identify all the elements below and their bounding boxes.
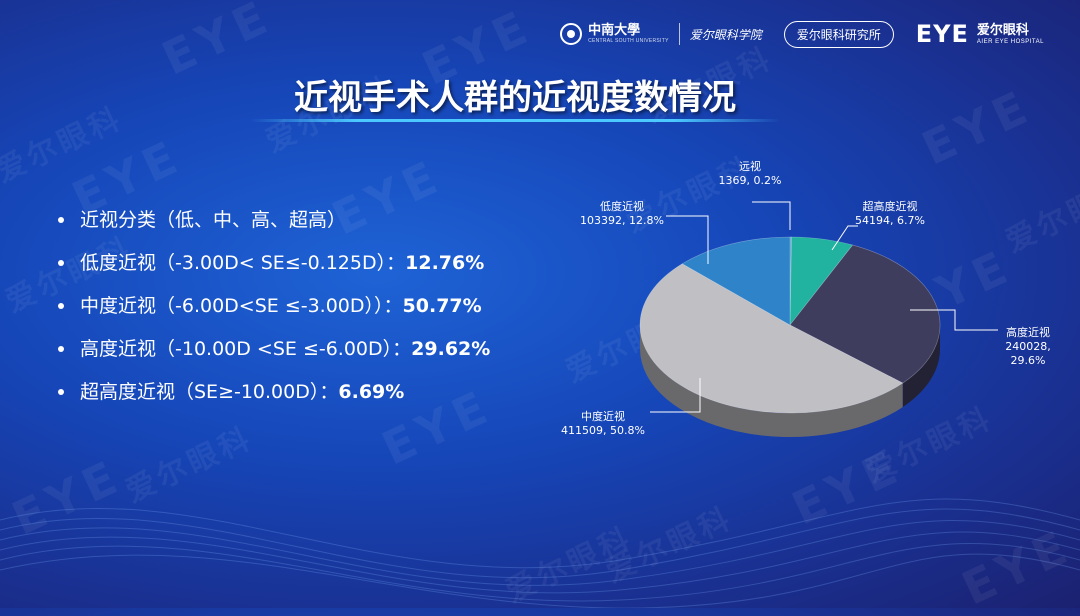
- pie-leader-lines: [650, 201, 998, 413]
- logo-divider: [678, 23, 680, 45]
- pie-label: 54194, 6.7%: [855, 214, 925, 227]
- pie-label: 1369, 0.2%: [719, 174, 782, 187]
- header-bar: 中南大學 CENTRAL SOUTH UNIVERSITY 爱尔眼科学院 爱尔眼…: [560, 20, 1044, 48]
- bullet-dot-icon: [58, 388, 64, 395]
- leader-line: [910, 309, 998, 331]
- bullet-item: 低度近视（-3.00D< SE≤-0.125D）： 12.76%: [58, 241, 490, 284]
- bullet-percent: 29.62%: [411, 337, 491, 360]
- bullet-item: 超高度近视（SE≥-10.00D）： 6.69%: [58, 370, 490, 413]
- pie-slice: [789, 236, 792, 326]
- pie-label: 29.6%: [1011, 354, 1046, 367]
- bullet-text: 超高度近视（SE≥-10.00D）：: [80, 380, 339, 403]
- university-name-block: 中南大學 CENTRAL SOUTH UNIVERSITY: [588, 24, 669, 44]
- pie-label: 240028,: [1005, 340, 1051, 353]
- pie-slice-side: [902, 325, 940, 408]
- bullet-list: 近视分类（低、中、高、超高） 低度近视（-3.00D< SE≤-0.125D）：…: [58, 198, 490, 413]
- pie-sides: [640, 325, 940, 437]
- title-underline: [250, 119, 780, 122]
- brand-name-en: AIER EYE HOSPITAL: [976, 38, 1044, 45]
- pie-label: 低度近视: [600, 199, 644, 213]
- pie-slice: [789, 236, 854, 326]
- bullet-percent: 12.76%: [405, 251, 485, 274]
- bullet-text: 高度近视（-10.00D <SE ≤-6.00D）：: [80, 337, 412, 360]
- page-title: 近视手术人群的近视度数情况: [294, 78, 736, 118]
- pie-label: 超高度近视: [863, 199, 918, 213]
- bullet-text: 低度近视（-3.00D< SE≤-0.125D）：: [80, 251, 406, 274]
- university-logo: 中南大學 CENTRAL SOUTH UNIVERSITY 爱尔眼科学院: [560, 23, 762, 45]
- leader-line: [752, 201, 791, 230]
- brand-logo: EYE 爱尔眼科 AIER EYE HOSPITAL: [916, 20, 1044, 48]
- bullet-text: 中度近视（-6.00D<SE ≤-3.00D））：: [80, 294, 403, 317]
- pie-label: 103392, 12.8%: [580, 214, 664, 227]
- pie-label: 高度近视: [1006, 325, 1050, 339]
- bullet-percent: 50.77%: [402, 294, 482, 317]
- pie-slice: [789, 244, 941, 384]
- brand-mark: EYE: [915, 20, 969, 48]
- department-name: 爱尔眼科学院: [689, 27, 762, 42]
- bullet-item: 近视分类（低、中、高、超高）: [58, 198, 490, 241]
- pie-slice-side: [640, 325, 903, 437]
- bullet-dot-icon: [58, 216, 64, 223]
- bullet-percent: 6.69%: [338, 380, 405, 403]
- brand-name-block: 爱尔眼科 AIER EYE HOSPITAL: [977, 24, 1044, 45]
- pie-label: 远视: [739, 159, 761, 173]
- bullet-dot-icon: [58, 345, 64, 352]
- pie-slices: [639, 236, 941, 414]
- leader-line: [831, 225, 858, 251]
- leader-line: [666, 215, 709, 264]
- institute-badge: 爱尔眼科研究所: [783, 20, 894, 48]
- university-name: 中南大學: [588, 23, 641, 38]
- pie-label: 411509, 50.8%: [561, 424, 645, 437]
- bullet-item: 中度近视（-6.00D<SE ≤-3.00D））： 50.77%: [58, 284, 490, 327]
- pie-slice: [639, 263, 904, 414]
- university-name-en: CENTRAL SOUTH UNIVERSITY: [588, 38, 669, 44]
- bullet-text: 近视分类（低、中、高、超高）: [80, 208, 347, 231]
- brand-name: 爱尔眼科: [976, 22, 1029, 38]
- bullet-item: 高度近视（-10.00D <SE ≤-6.00D）： 29.62%: [58, 327, 490, 370]
- pie-label: 中度近视: [581, 409, 625, 423]
- bullet-dot-icon: [58, 302, 64, 309]
- leader-line: [650, 378, 701, 413]
- university-seal-icon: [560, 23, 583, 45]
- pie-slice: [681, 236, 791, 326]
- bullet-dot-icon: [58, 259, 64, 266]
